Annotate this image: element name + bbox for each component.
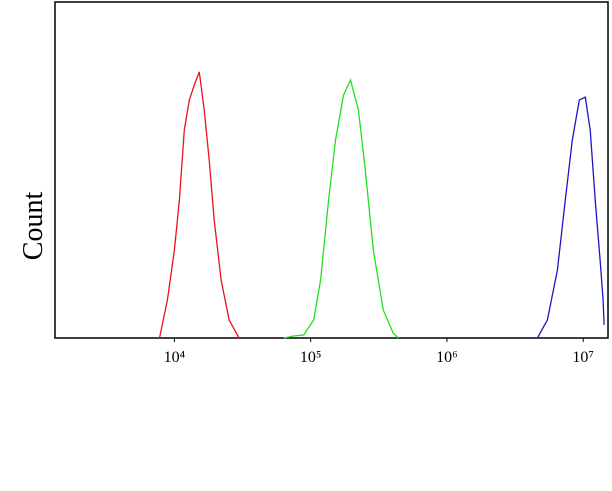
histogram-line [536, 96, 605, 339]
histogram-line [283, 78, 399, 339]
x-tick-label: 10⁶ [436, 349, 458, 366]
plot-frame [54, 1, 609, 339]
histogram-line [158, 71, 240, 339]
x-tick-label: 10⁷ [572, 349, 594, 366]
y-axis-label: Count [18, 192, 49, 261]
x-tick-label: 10⁵ [300, 349, 322, 366]
x-tick-label: 10⁴ [164, 349, 186, 366]
